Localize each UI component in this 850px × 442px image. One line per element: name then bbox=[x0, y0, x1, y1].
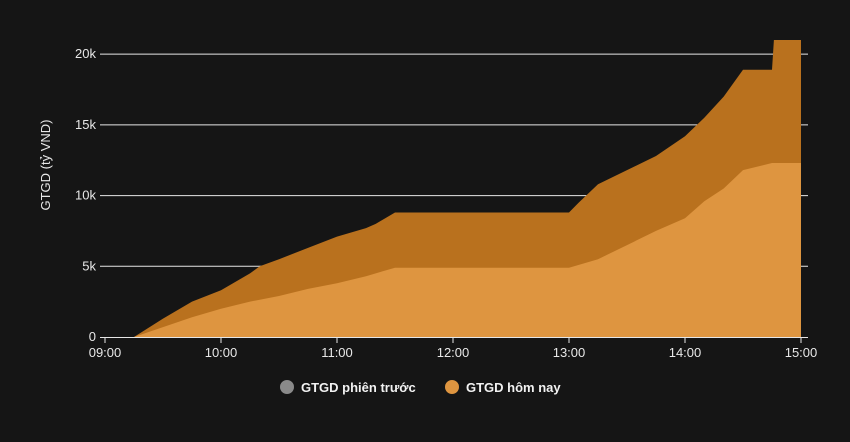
legend-label: GTGD phiên trước bbox=[301, 380, 416, 395]
legend-marker bbox=[280, 380, 294, 394]
x-tick-label: 11:00 bbox=[321, 345, 353, 360]
x-tick-label: 09:00 bbox=[89, 345, 122, 360]
legend-marker bbox=[445, 380, 459, 394]
y-tick-label: 5k bbox=[82, 258, 96, 273]
x-tick-label: 13:00 bbox=[553, 345, 586, 360]
y-axis-title: GTGD (tỷ VND) bbox=[38, 120, 53, 211]
legend-label: GTGD hôm nay bbox=[466, 380, 561, 395]
x-tick-label: 10:00 bbox=[205, 345, 238, 360]
series-area-2 bbox=[134, 163, 801, 337]
x-tick-label: 14:00 bbox=[669, 345, 702, 360]
legend: GTGD phiên trước GTGD hôm nay bbox=[280, 380, 561, 395]
y-tick-label: 10k bbox=[75, 188, 96, 203]
y-tick-label: 15k bbox=[75, 117, 96, 132]
y-tick-label: 20k bbox=[75, 46, 96, 61]
y-tick-label: 0 bbox=[89, 329, 96, 344]
x-tick-label: 15:00 bbox=[785, 345, 818, 360]
axes: 09:00 10:00 11:00 12:00 13:00 14:00 15:00 bbox=[89, 337, 818, 360]
x-tick-label: 12:00 bbox=[437, 345, 470, 360]
areas bbox=[134, 40, 801, 337]
